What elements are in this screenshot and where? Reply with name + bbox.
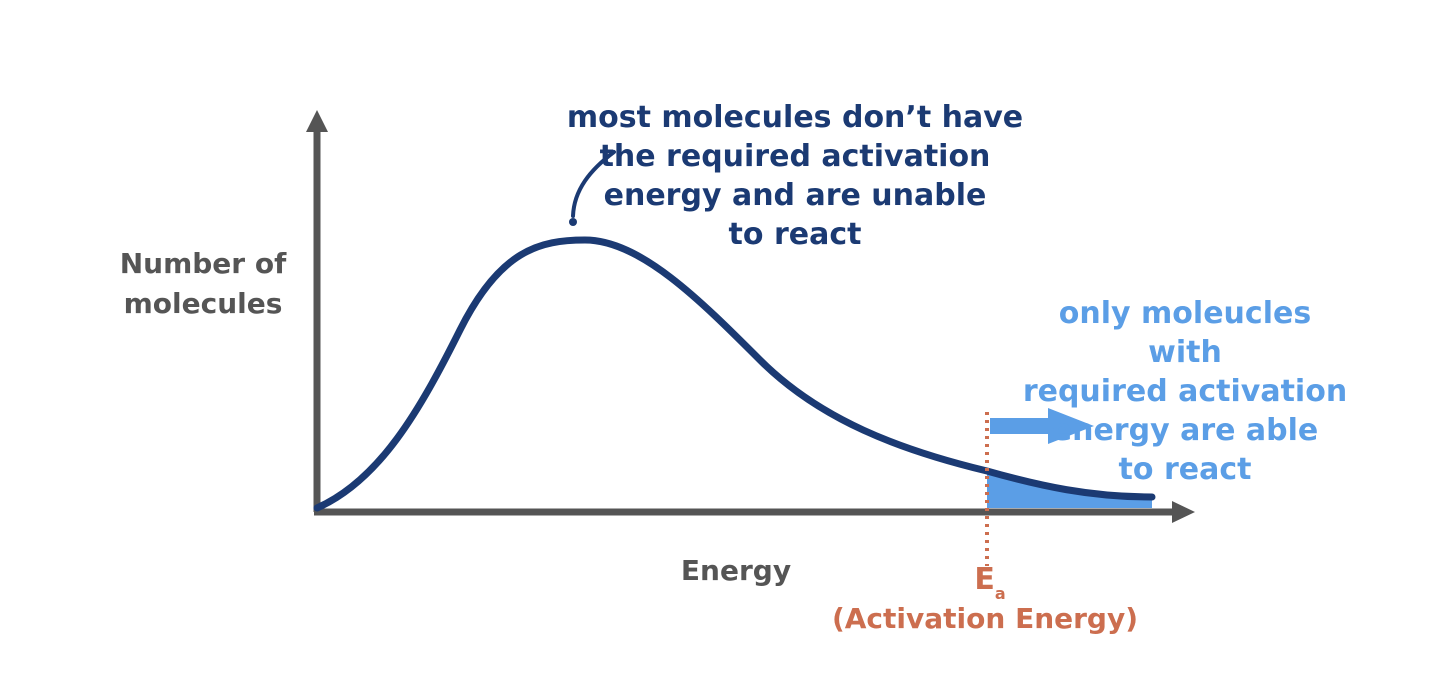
y-axis-label-line2: molecules — [123, 287, 283, 320]
x-axis-arrowhead — [1172, 501, 1195, 523]
note-threshold-line1: only moleucles with — [1058, 296, 1312, 370]
activation-energy-subscript: a — [994, 584, 1006, 603]
direction-arrow-head — [1048, 408, 1094, 444]
note-main-line1: most molecules don’t have — [566, 100, 1024, 135]
y-axis-label-line1: Number of — [119, 247, 287, 280]
note-able-to-react: only moleucles with required activation … — [1020, 294, 1350, 489]
activation-energy-caption: (Activation Energy) — [831, 602, 1139, 635]
y-axis-arrowhead — [306, 110, 328, 132]
direction-arrow-shaft — [990, 418, 1050, 434]
note-main-line2: the required activation — [599, 139, 991, 174]
note-threshold-line2: required activation — [1022, 374, 1348, 409]
note-unable-to-react: most molecules don’t have the required a… — [560, 98, 1030, 254]
note-threshold-line3: energy are able — [1051, 413, 1319, 448]
note-pointer-line — [571, 150, 616, 218]
activation-energy-symbol: Ea — [950, 562, 1030, 603]
note-main-line3: energy and are unable — [603, 178, 987, 213]
distribution-curve — [313, 236, 1156, 512]
activation-energy-letter: E — [974, 562, 995, 597]
note-pointer-dot — [569, 218, 577, 226]
y-axis-label: Number of molecules — [98, 244, 308, 324]
note-main-line4: to react — [728, 217, 862, 252]
x-axis-label: Energy — [680, 554, 792, 587]
note-threshold-line4: to react — [1118, 452, 1252, 487]
